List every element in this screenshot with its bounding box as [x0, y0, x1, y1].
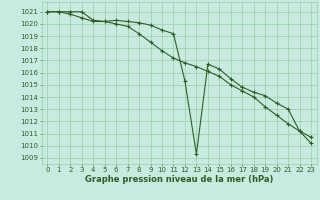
X-axis label: Graphe pression niveau de la mer (hPa): Graphe pression niveau de la mer (hPa)	[85, 175, 273, 184]
